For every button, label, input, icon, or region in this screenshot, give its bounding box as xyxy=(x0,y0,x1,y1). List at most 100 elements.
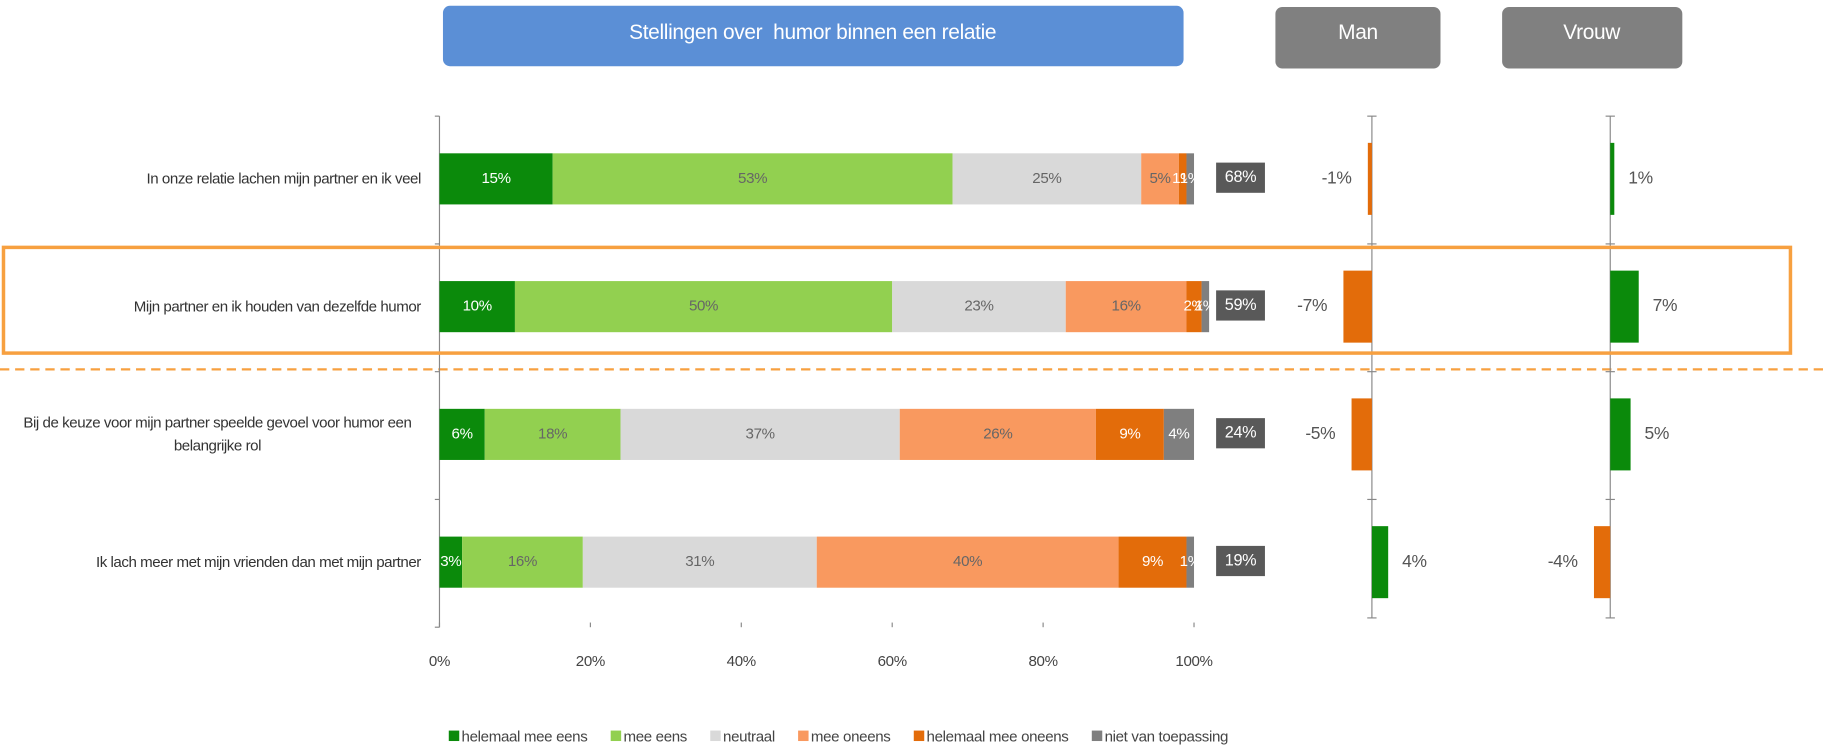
bar xyxy=(1610,270,1639,343)
bar-segment xyxy=(439,153,553,205)
bar-segment xyxy=(1178,153,1187,205)
total-label: 59% xyxy=(1225,296,1256,314)
bar-segment xyxy=(439,408,485,460)
data-label: 40% xyxy=(953,553,982,570)
bar-segment xyxy=(439,281,515,333)
bar-segment xyxy=(1065,281,1187,333)
row-label-text: Ik lach meer met mijn vrienden dan met m… xyxy=(95,552,421,571)
data-label: 1% xyxy=(1628,167,1652,187)
row-label: Mijn partner en ik houden van dezelfde h… xyxy=(0,272,422,342)
bar xyxy=(1593,526,1611,599)
x-tick-label: 0% xyxy=(429,653,450,670)
bar-segment xyxy=(1118,536,1187,588)
data-label: 3% xyxy=(440,553,461,570)
x-tick-label: 60% xyxy=(878,653,907,670)
man-title: Man xyxy=(1338,21,1378,44)
highlight-box xyxy=(1,245,1793,355)
bar-segment xyxy=(1201,281,1210,333)
bar xyxy=(1367,142,1372,215)
data-label: 26% xyxy=(983,425,1012,442)
data-label: 18% xyxy=(538,425,567,442)
bar xyxy=(1351,398,1372,471)
data-label: -7% xyxy=(1297,295,1327,315)
data-label: -1% xyxy=(1322,167,1352,187)
data-label: -4% xyxy=(1548,551,1578,571)
bar xyxy=(1371,526,1389,599)
legend-label: neutraal xyxy=(723,729,775,746)
data-label: -5% xyxy=(1305,423,1335,443)
bar-segment xyxy=(439,536,463,588)
data-label: 15% xyxy=(481,170,510,187)
data-label: 2% xyxy=(1183,298,1204,315)
data-label: 16% xyxy=(508,553,537,570)
total-box xyxy=(1216,418,1265,449)
total-label: 24% xyxy=(1225,424,1256,442)
data-label: 4% xyxy=(1168,425,1189,442)
vrouw-title: Vrouw xyxy=(1563,21,1621,44)
data-label: 4% xyxy=(1402,551,1426,571)
bar-segment xyxy=(1095,408,1164,460)
bar-segment xyxy=(1141,153,1179,205)
legend-swatch xyxy=(448,730,460,742)
total-box xyxy=(1216,545,1265,577)
total-box xyxy=(1216,290,1265,321)
bar xyxy=(1343,270,1372,343)
legend-label: mee eens xyxy=(623,729,687,746)
row-label-text: Mijn partner en ik houden van dezelfde h… xyxy=(133,297,422,315)
legend-label: niet van toepassing xyxy=(1105,729,1229,746)
bar-segment xyxy=(1186,281,1202,333)
bar-segment xyxy=(514,281,893,333)
data-label: 9% xyxy=(1119,425,1140,442)
bar xyxy=(1610,398,1631,471)
row-label-text: In onze relatie lachen mijn partner en i… xyxy=(146,169,422,187)
total-box xyxy=(1216,162,1265,193)
bar-segment xyxy=(952,153,1142,205)
bar-segment xyxy=(892,281,1066,333)
data-label: 50% xyxy=(689,298,718,315)
bar-segment xyxy=(1163,408,1195,460)
total-label: 19% xyxy=(1225,551,1256,569)
bar-segment xyxy=(462,536,583,588)
bar-segment xyxy=(899,408,1096,460)
data-label: 5% xyxy=(1645,423,1669,443)
man-box xyxy=(1275,6,1441,69)
legend-label: mee oneens xyxy=(811,729,891,746)
data-label: 1% xyxy=(1180,170,1201,187)
legend-swatch xyxy=(798,730,809,742)
bar-segment xyxy=(582,536,817,588)
legend-swatch xyxy=(1091,730,1103,742)
data-label: 10% xyxy=(463,298,492,315)
bar-segment xyxy=(1186,536,1195,588)
chart-title: Stellingen over humor binnen een relatie xyxy=(629,21,996,44)
row-label: Bij de keuze voor mijn partner speelde g… xyxy=(0,400,421,470)
legend-swatch xyxy=(913,730,925,742)
row-label: Ik lach meer met mijn vrienden dan met m… xyxy=(0,527,421,597)
vrouw-box xyxy=(1502,6,1683,69)
x-tick-label: 80% xyxy=(1029,653,1058,670)
row-label-text: Bij de keuze voor mijn partner speelde g… xyxy=(23,413,412,455)
bar-segment xyxy=(552,153,953,205)
data-label: 5% xyxy=(1149,170,1170,187)
bar xyxy=(1610,142,1615,215)
data-label: 37% xyxy=(746,425,775,442)
data-label: 25% xyxy=(1032,170,1061,187)
data-label: 7% xyxy=(1653,295,1677,315)
data-label: 1% xyxy=(1195,298,1216,315)
bar-segment xyxy=(1186,153,1195,205)
legend-label: helemaal mee oneens xyxy=(927,729,1069,746)
bar-segment xyxy=(816,536,1119,588)
row-label: In onze relatie lachen mijn partner en i… xyxy=(0,144,422,214)
data-label: 9% xyxy=(1142,553,1163,570)
bar-segment xyxy=(620,408,900,460)
x-tick-label: 20% xyxy=(576,653,605,670)
legend-swatch xyxy=(710,730,721,742)
bar-segment xyxy=(484,408,621,460)
data-label: 6% xyxy=(452,425,473,442)
data-label: 23% xyxy=(964,298,993,315)
x-tick-label: 100% xyxy=(1175,653,1212,670)
legend-swatch xyxy=(610,730,622,742)
title-box xyxy=(442,5,1184,67)
